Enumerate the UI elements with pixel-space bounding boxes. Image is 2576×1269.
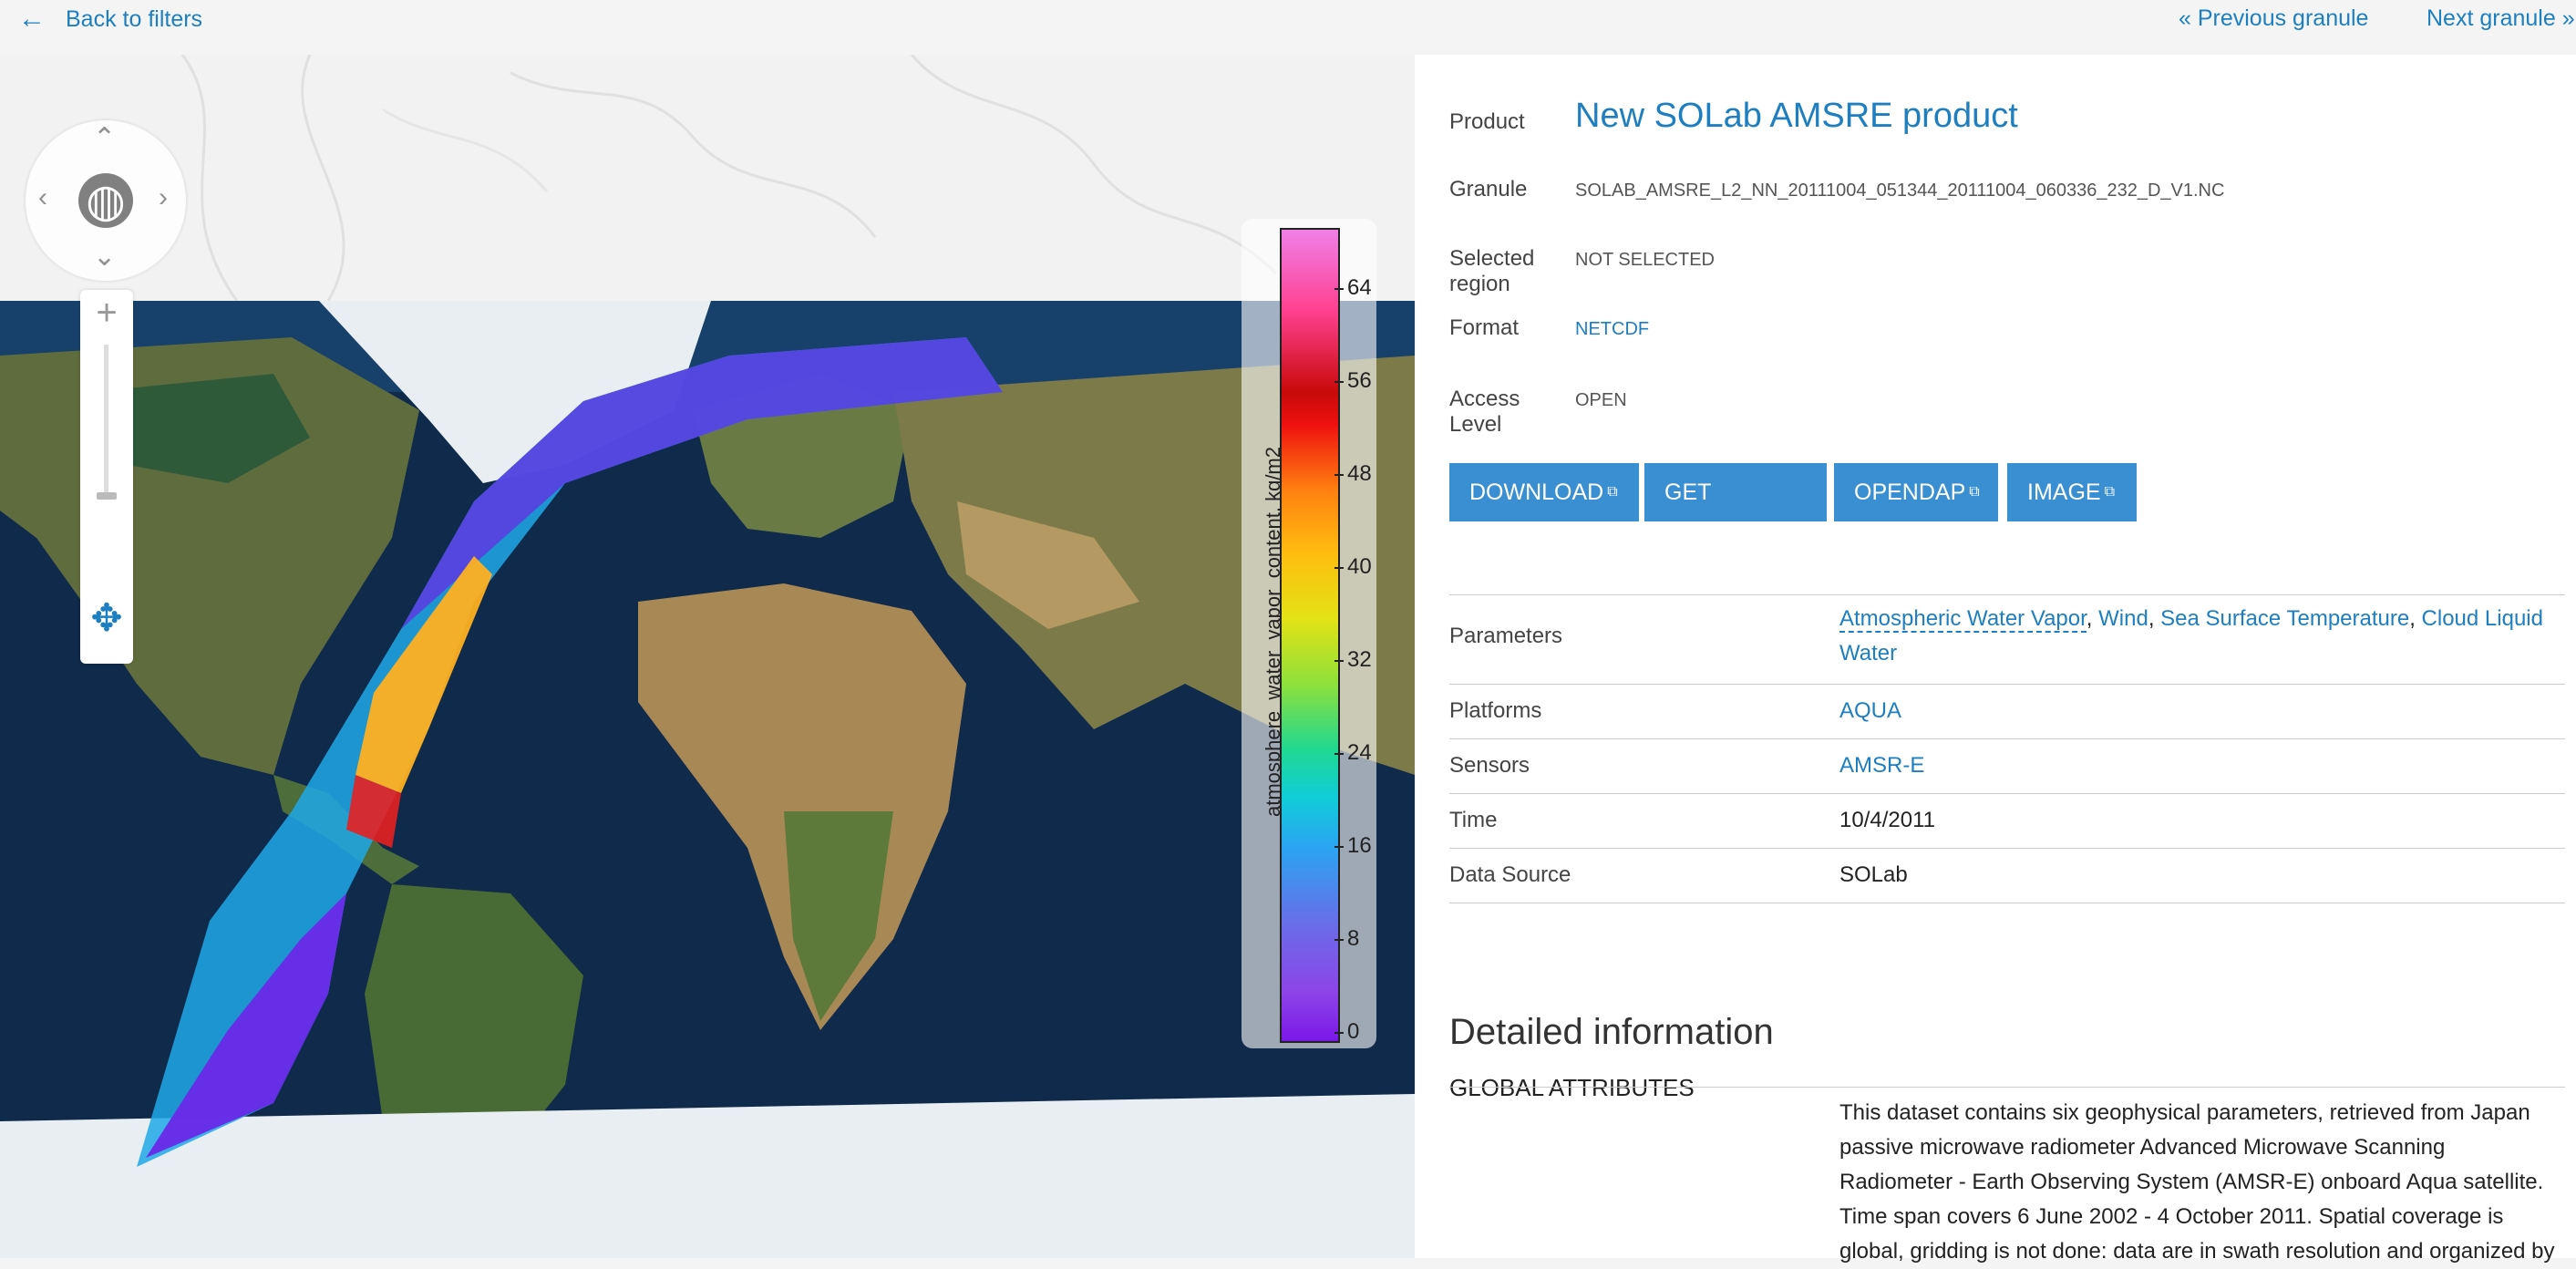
divider [1449, 738, 2565, 739]
left-arrow-icon: ← [18, 4, 46, 34]
image-button[interactable]: IMAGE ⧉ [2007, 463, 2137, 521]
image-button-label: IMAGE [2027, 480, 2101, 505]
back-to-filters-label: Back to filters [66, 5, 203, 32]
product-title[interactable]: New SOLab AMSRE product [1575, 97, 2018, 135]
time-label: Time [1449, 808, 1498, 832]
legend-tick: 16 [1334, 833, 1372, 858]
legend-tick: 32 [1334, 647, 1372, 672]
legend-tick: 64 [1334, 275, 1372, 300]
detailed-information-heading: Detailed information [1449, 1012, 1774, 1052]
download-button[interactable]: DOWNLOAD ⧉ [1449, 463, 1639, 521]
product-label: Product [1449, 109, 1525, 134]
sensors-value[interactable]: AMSR-E [1839, 753, 1925, 778]
granule-info-panel: Product New SOLab AMSRE product Granule … [1415, 55, 2576, 1264]
globe-icon[interactable]: ◍ [78, 173, 133, 228]
legend-tick: 40 [1334, 554, 1372, 579]
legend-tick: 24 [1334, 740, 1372, 765]
parameter-link[interactable]: Cloud Liquid Water [1839, 606, 2543, 665]
pan-left-icon[interactable]: ‹ [38, 182, 47, 212]
selected-region-value: NOT SELECTED [1575, 250, 1715, 270]
access-level-label: Access Level [1449, 387, 1520, 437]
zoom-slider-handle[interactable] [97, 492, 117, 500]
divider [1449, 684, 2565, 685]
platforms-value[interactable]: AQUA [1839, 698, 1902, 723]
next-granule-link[interactable]: Next granule » [2427, 5, 2575, 31]
legend-tick: 56 [1334, 368, 1372, 393]
zoom-in-button[interactable]: + [96, 293, 118, 333]
divider [1449, 1087, 2565, 1088]
map-view[interactable]: ⌃ ⌄ ‹ › ◍ + ✥ atmosphere_water_vapor_con… [0, 55, 1415, 1258]
download-button-label: DOWNLOAD [1469, 480, 1604, 505]
move-icon[interactable]: ✥ [90, 596, 123, 639]
zoom-control: + ✥ [80, 290, 133, 664]
legend-tick: 8 [1334, 926, 1360, 951]
dataset-description: This dataset contains six geophysical pa… [1839, 1100, 2555, 1264]
world-map [0, 301, 1415, 1258]
color-legend: atmosphere_water_vapor_content, kg/m2 64… [1242, 219, 1376, 1048]
access-level-value: OPEN [1575, 390, 1627, 410]
opendap-button[interactable]: OPENDAP ⧉ [1834, 463, 1998, 521]
legend-tick: 48 [1334, 461, 1372, 486]
parameter-link[interactable]: Wind [2098, 606, 2148, 631]
pan-down-icon[interactable]: ⌄ [93, 242, 117, 272]
selected-region-label: Selected region [1449, 246, 1535, 296]
map-navigation-control[interactable]: ⌃ ⌄ ‹ › ◍ [26, 120, 186, 281]
legend-colorbar [1280, 228, 1340, 1043]
divider [1449, 594, 2565, 595]
zoom-slider[interactable] [104, 345, 108, 500]
pan-right-icon[interactable]: › [159, 182, 168, 212]
time-value: 10/4/2011 [1839, 808, 1935, 832]
pan-up-icon[interactable]: ⌃ [93, 123, 117, 153]
previous-granule-link[interactable]: « Previous granule [2179, 5, 2369, 31]
parameter-link[interactable]: Sea Surface Temperature [2160, 606, 2410, 631]
divider [1449, 848, 2565, 849]
external-link-icon: ⧉ [2104, 484, 2116, 500]
parameters-value: Atmospheric Water Vapor, Wind, Sea Surfa… [1839, 606, 2543, 665]
format-label: Format [1449, 315, 1520, 340]
platforms-label: Platforms [1449, 698, 1542, 723]
get-scripts-button-label: GET SCRIPTS [1664, 480, 1764, 563]
global-attributes-heading: GLOBAL ATTRIBUTES [1449, 1074, 1695, 1101]
external-link-icon: ⧉ [1607, 484, 1618, 500]
data-source-value: SOLab [1839, 862, 1908, 887]
legend-tick: 0 [1334, 1019, 1360, 1044]
topographic-background [180, 55, 1278, 301]
data-source-label: Data Source [1449, 862, 1571, 887]
back-to-filters-link[interactable]: ← Back to filters [18, 5, 202, 33]
get-scripts-button[interactable]: GET SCRIPTS [1644, 463, 1827, 563]
sensors-label: Sensors [1449, 753, 1530, 778]
top-navigation: ← Back to filters « Previous granule Nex… [0, 0, 2576, 40]
external-link-icon: ⧉ [1969, 484, 1980, 500]
parameters-label: Parameters [1449, 624, 1563, 648]
opendap-button-label: OPENDAP [1854, 480, 1966, 505]
format-value[interactable]: NETCDF [1575, 319, 1650, 339]
parameter-link[interactable]: Atmospheric Water Vapor [1839, 606, 2087, 633]
granule-label: Granule [1449, 177, 1528, 201]
divider [1449, 793, 2565, 794]
granule-name: SOLAB_AMSRE_L2_NN_20111004_051344_201110… [1575, 181, 2225, 201]
